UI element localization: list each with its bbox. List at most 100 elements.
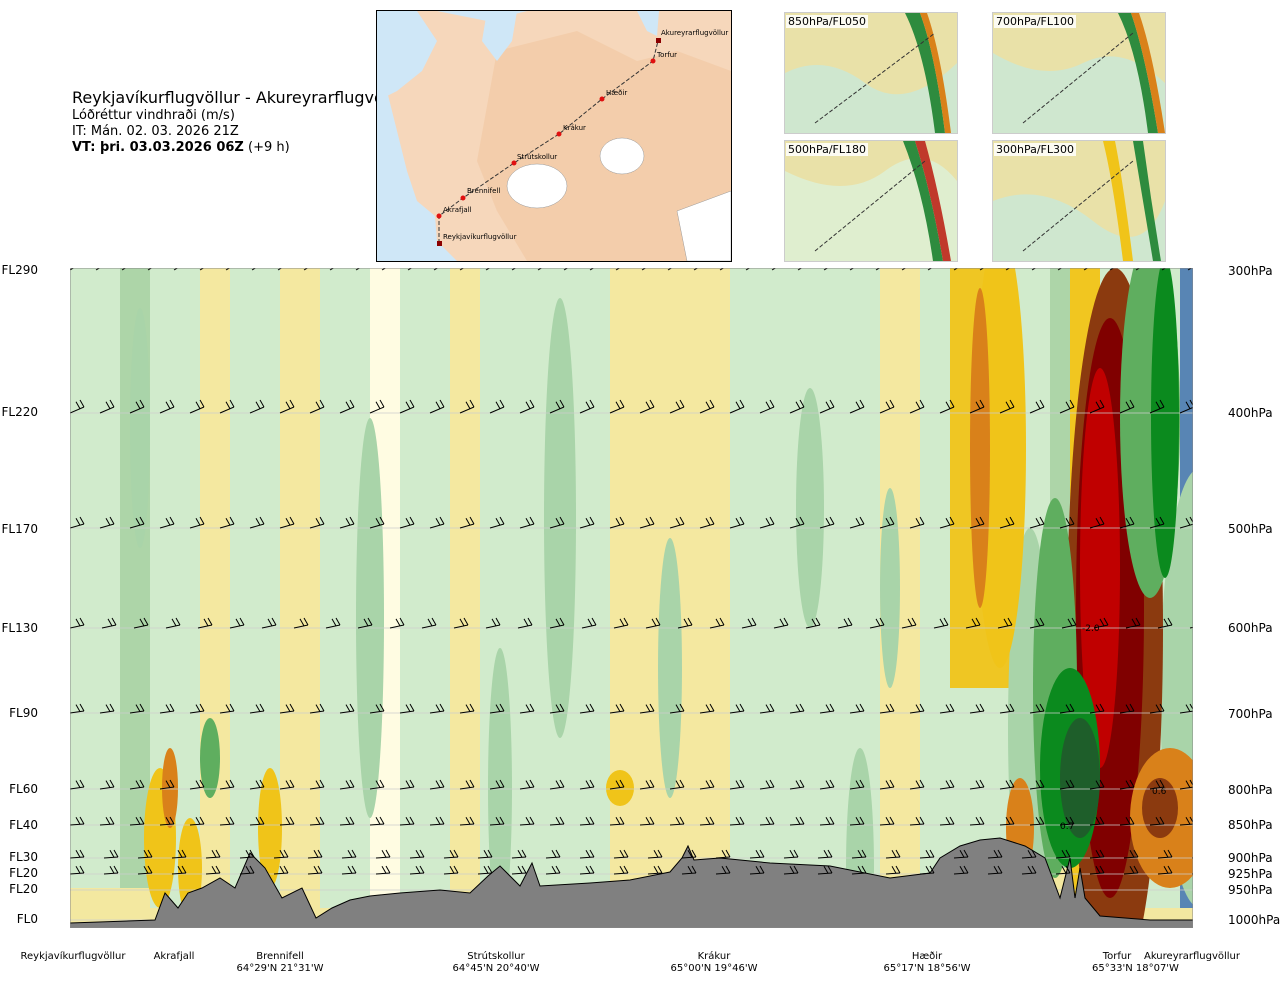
wind-barb — [613, 849, 629, 859]
wind-barb — [1179, 399, 1193, 414]
wind-barb — [919, 865, 935, 875]
wind-barb — [879, 816, 895, 826]
map-label-brennifell: Brennifell — [467, 187, 500, 195]
wind-barb — [759, 516, 775, 529]
wind-barb — [715, 865, 731, 875]
wind-barb — [869, 617, 885, 629]
wind-barb — [489, 779, 505, 790]
wind-barb — [1123, 849, 1139, 859]
wind-barb — [279, 399, 295, 414]
wind-barb — [1149, 816, 1165, 826]
wind-barb — [70, 703, 85, 714]
wind-barb — [1179, 703, 1193, 714]
wind-barb — [389, 617, 405, 629]
wind-barb — [219, 779, 235, 790]
wind-barb — [70, 399, 85, 414]
wind-barb — [609, 816, 625, 826]
wind-barb — [927, 268, 933, 271]
wind-barb — [369, 516, 385, 529]
wind-barb — [1029, 779, 1045, 790]
wind-barb — [729, 816, 745, 826]
wind-barb — [121, 268, 127, 271]
hpa-label-300: 300hPa — [1228, 264, 1273, 278]
wind-barb — [609, 779, 625, 790]
wind-barb — [159, 516, 175, 529]
wind-barb — [1021, 849, 1037, 859]
waypoint-torfur: Torfur 65°33'N 18°07'W — [1092, 951, 1179, 975]
wind-barb — [613, 617, 629, 629]
wind-barb — [485, 268, 491, 271]
waypoint-name: Akrafjall — [153, 951, 195, 962]
wind-barb — [669, 399, 685, 414]
wind-barb — [939, 779, 955, 790]
waypoint-krakur: Krákur 65°00'N 19°46'W — [664, 951, 764, 975]
wind-barb — [129, 703, 145, 714]
wind-barb — [789, 779, 805, 790]
wind-barb — [849, 399, 865, 414]
wind-barb — [647, 849, 663, 859]
wind-barb — [1061, 617, 1077, 629]
wind-barb — [579, 779, 595, 790]
wind-barb — [219, 703, 235, 714]
wind-barb — [399, 779, 415, 790]
field-band — [70, 268, 120, 888]
wind-barb — [669, 703, 685, 714]
wind-barb — [1123, 865, 1139, 875]
wind-barb — [1189, 626, 1193, 629]
wind-barb — [339, 703, 355, 714]
wind-barb — [307, 849, 323, 859]
inset-850-svg — [785, 13, 957, 133]
wind-barb — [429, 703, 445, 714]
wind-barb — [369, 816, 385, 826]
wind-barb — [819, 703, 835, 714]
wind-barb — [999, 703, 1015, 714]
wind-barb — [251, 268, 257, 271]
wind-barb — [261, 617, 277, 629]
wind-barb — [511, 849, 527, 859]
wind-barb — [719, 268, 725, 271]
wind-barb — [615, 268, 621, 271]
wind-barb — [771, 268, 777, 271]
wind-barb — [759, 399, 775, 414]
wind-barb — [1179, 516, 1193, 529]
wind-barb — [1059, 516, 1075, 529]
wind-barb — [1149, 516, 1165, 529]
wind-barb — [681, 849, 697, 859]
wind-barb — [205, 865, 221, 875]
wind-barb — [639, 816, 655, 826]
wind-barb — [99, 516, 115, 529]
hpa-label-500: 500hPa — [1228, 522, 1273, 536]
wind-barb — [819, 779, 835, 790]
map-label-haedir: Hæðir — [606, 89, 627, 97]
wind-barb — [1021, 865, 1037, 875]
wind-barb — [339, 779, 355, 790]
wind-barb — [293, 617, 309, 629]
waypoint-haedir: Hæðir 65°17'N 18°56'W — [874, 951, 980, 975]
wind-barb — [1089, 779, 1105, 790]
wind-barb — [879, 399, 895, 414]
waypoint-name: Reykjavíkurflugvöllur — [20, 951, 126, 962]
waypoint-name: Strútskollur — [467, 951, 525, 962]
wind-barb — [549, 703, 565, 714]
wind-barb — [70, 849, 85, 859]
wind-barb — [1093, 617, 1109, 629]
inset-500: 500hPa/FL180 — [784, 140, 958, 262]
hpa-label-900: 900hPa — [1228, 851, 1273, 865]
wind-barb — [459, 516, 475, 529]
map-label-akureyri: Akureyrarflugvöllur — [661, 29, 728, 37]
wind-barb — [953, 268, 959, 271]
wind-barb — [1089, 516, 1105, 529]
wind-barb — [953, 849, 969, 859]
wind-barb — [429, 399, 445, 414]
wind-barb — [797, 268, 803, 271]
wind-barb — [885, 849, 901, 859]
wind-barb — [909, 703, 925, 714]
wind-barb — [919, 849, 935, 859]
wind-barb — [429, 516, 445, 529]
fl-label-20a: FL20 — [9, 866, 38, 880]
field-cell — [200, 718, 220, 798]
wind-barb — [851, 865, 867, 875]
fl-label-20b: FL20 — [9, 882, 38, 896]
wind-barb — [699, 399, 715, 414]
field-cell — [130, 308, 150, 548]
